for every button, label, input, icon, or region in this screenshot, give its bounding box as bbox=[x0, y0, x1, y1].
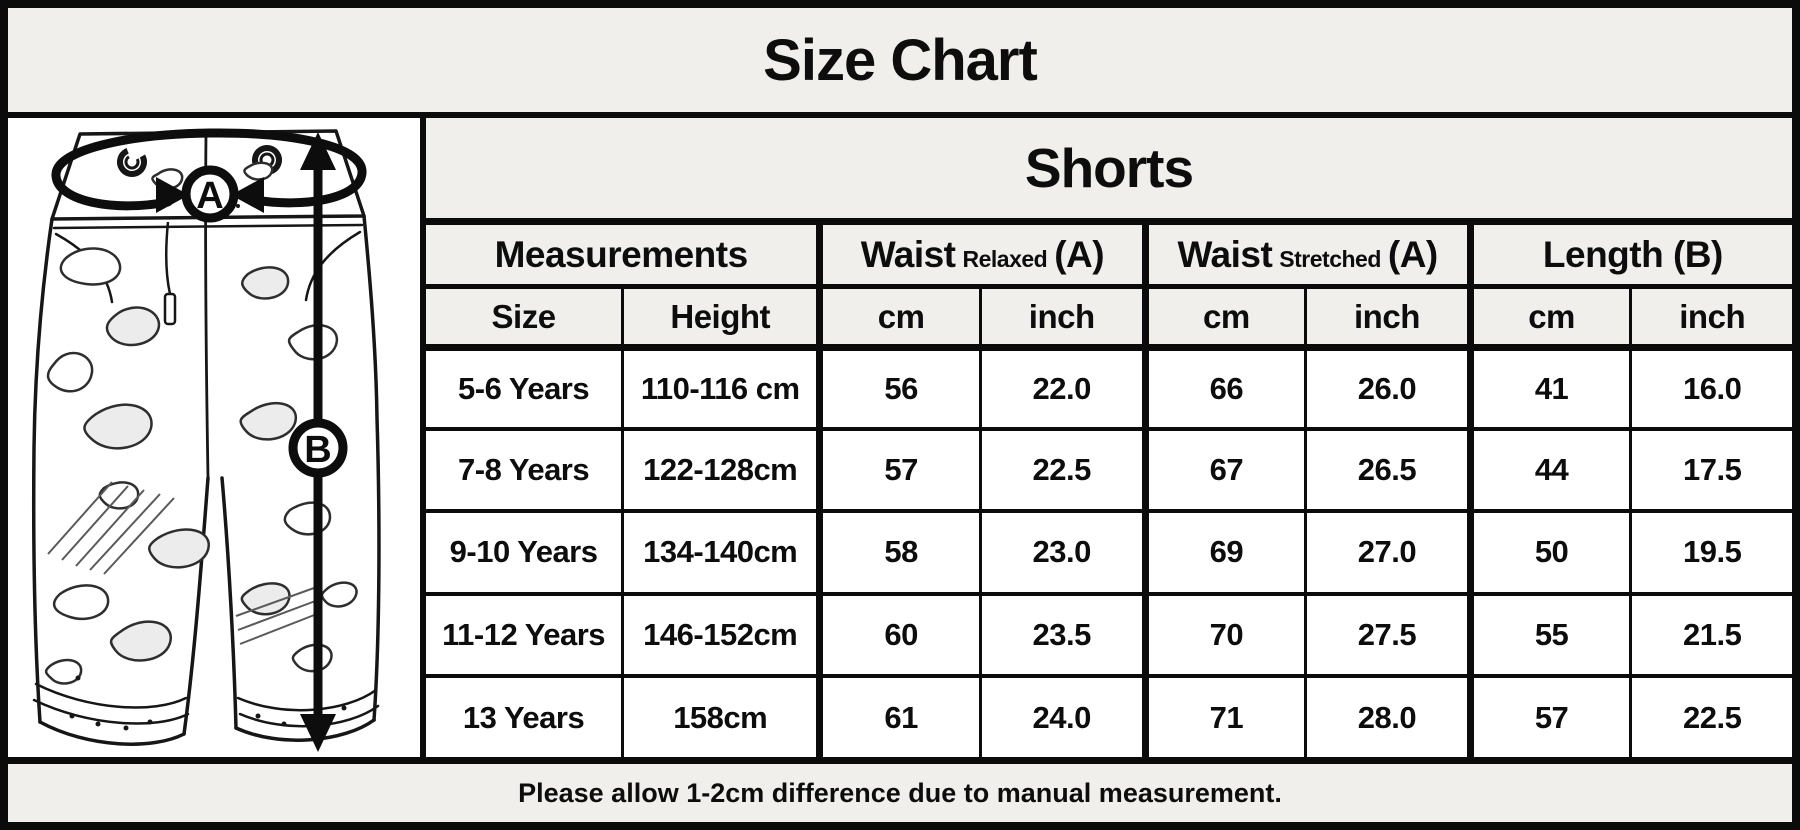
table-cell: 26.5 bbox=[1304, 426, 1467, 510]
product-header: Shorts bbox=[426, 118, 1792, 218]
table-cell: 110-116 cm bbox=[621, 344, 817, 427]
hatch-texture bbox=[47, 481, 323, 645]
table-cell: 22.5 bbox=[978, 426, 1142, 510]
label-b: B bbox=[304, 429, 331, 471]
column-header-cm: cm bbox=[816, 284, 979, 344]
table-cell: 11-12 Years bbox=[426, 591, 622, 675]
table-cell: 158cm bbox=[621, 674, 817, 757]
group-header-length: Length (B) bbox=[1466, 218, 1792, 284]
table-cell: 67 bbox=[1141, 426, 1305, 510]
page-title: Size Chart bbox=[8, 8, 1792, 118]
content-area: B A Shorts Measurements bbox=[8, 118, 1792, 757]
column-header-size: Size bbox=[426, 284, 622, 344]
group-header-measurements: Measurements bbox=[426, 218, 817, 284]
column-header-cm: cm bbox=[1141, 284, 1305, 344]
group-suffix: (A) bbox=[1387, 233, 1438, 275]
table-cell: 9-10 Years bbox=[426, 509, 622, 592]
table-cell: 57 bbox=[816, 426, 979, 510]
table-cell: 61 bbox=[816, 674, 979, 757]
table-cell: 13 Years bbox=[426, 674, 622, 757]
table-cell: 24.0 bbox=[978, 674, 1142, 757]
group-suffix: (A) bbox=[1054, 233, 1105, 275]
table-cell: 58 bbox=[816, 509, 979, 592]
column-header-inch: inch bbox=[1629, 284, 1792, 344]
table-cell: 27.0 bbox=[1304, 509, 1467, 592]
table-cell: 41 bbox=[1466, 344, 1630, 427]
group-header-waist-relaxed: Waist Relaxed (A) bbox=[816, 218, 1142, 284]
group-header-waist-stretched: Waist Stretched (A) bbox=[1141, 218, 1467, 284]
table-cell: 57 bbox=[1466, 674, 1630, 757]
shorts-illustration: B A bbox=[32, 128, 381, 752]
label-a-badge: A bbox=[181, 165, 239, 223]
size-table: Shorts Measurements Waist Relaxed (A) Wa… bbox=[426, 118, 1792, 757]
table-cell: 134-140cm bbox=[621, 509, 817, 592]
group-sublabel: Relaxed bbox=[962, 246, 1048, 272]
table-cell: 122-128cm bbox=[621, 426, 817, 510]
table-cell: 22.0 bbox=[978, 344, 1142, 427]
table-cell: 60 bbox=[816, 591, 979, 675]
label-b-badge: B bbox=[288, 418, 348, 478]
waist-measure-arrow bbox=[51, 128, 367, 213]
table-cell: 26.0 bbox=[1304, 344, 1467, 427]
group-label: Measurements bbox=[494, 233, 749, 275]
group-label: Waist bbox=[860, 233, 956, 275]
column-header-cm: cm bbox=[1466, 284, 1630, 344]
table-cell: 71 bbox=[1141, 674, 1305, 757]
table-cell: 27.5 bbox=[1304, 591, 1467, 675]
grommet-icon bbox=[117, 147, 147, 177]
shorts-figure-cell: B A bbox=[8, 118, 426, 757]
group-label: Length (B) bbox=[1542, 233, 1723, 275]
table-cell: 44 bbox=[1466, 426, 1630, 510]
column-header-inch: inch bbox=[978, 284, 1142, 344]
table-cell: 55 bbox=[1466, 591, 1630, 675]
table-cell: 70 bbox=[1141, 591, 1305, 675]
table-cell: 66 bbox=[1141, 344, 1305, 427]
shorts-outline bbox=[32, 129, 381, 746]
table-cell: 5-6 Years bbox=[426, 344, 622, 427]
footer-note: Please allow 1-2cm difference due to man… bbox=[8, 757, 1792, 822]
table-cell: 146-152cm bbox=[621, 591, 817, 675]
table-cell: 23.0 bbox=[978, 509, 1142, 592]
label-a: A bbox=[196, 175, 223, 217]
column-header-height: Height bbox=[621, 284, 817, 344]
group-sublabel: Stretched bbox=[1279, 246, 1381, 272]
table-cell: 17.5 bbox=[1629, 426, 1792, 510]
table-cell: 22.5 bbox=[1629, 674, 1792, 757]
table-cell: 23.5 bbox=[978, 591, 1142, 675]
table-cell: 56 bbox=[816, 344, 979, 427]
drawstring bbox=[163, 221, 177, 326]
table-cell: 21.5 bbox=[1629, 591, 1792, 675]
table-cell: 50 bbox=[1466, 509, 1630, 592]
table-cell: 7-8 Years bbox=[426, 426, 622, 510]
group-label: Waist bbox=[1177, 233, 1273, 275]
table-cell: 16.0 bbox=[1629, 344, 1792, 427]
column-header-inch: inch bbox=[1304, 284, 1467, 344]
table-cell: 69 bbox=[1141, 509, 1305, 592]
table-cell: 19.5 bbox=[1629, 509, 1792, 592]
table-cell: 28.0 bbox=[1304, 674, 1467, 757]
speckle-dots bbox=[69, 204, 347, 731]
